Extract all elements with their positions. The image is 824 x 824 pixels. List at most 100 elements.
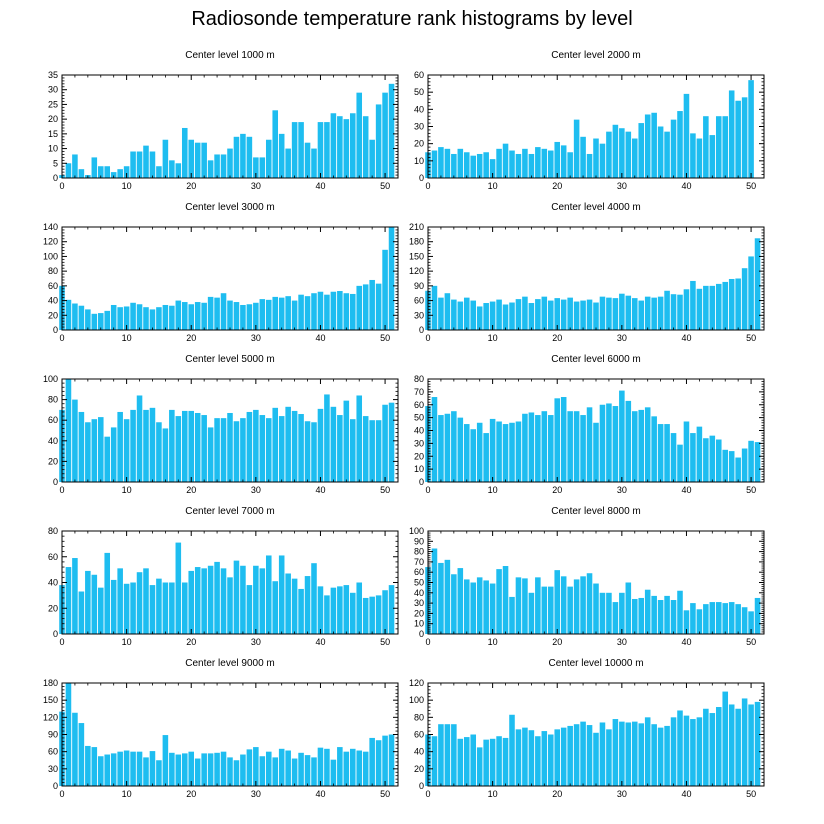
bar xyxy=(728,278,735,330)
bar xyxy=(330,113,337,178)
bar xyxy=(470,429,477,482)
bar xyxy=(188,410,195,482)
bar xyxy=(240,565,246,634)
bar xyxy=(188,304,195,330)
bar xyxy=(149,585,156,634)
bar xyxy=(638,300,645,330)
bar xyxy=(522,413,528,482)
bar xyxy=(451,411,457,482)
bar xyxy=(278,555,285,634)
bar xyxy=(670,717,677,786)
bar xyxy=(162,735,169,786)
bar xyxy=(136,751,143,786)
bar xyxy=(670,433,677,482)
y-tick-label: 0 xyxy=(419,629,424,639)
bar xyxy=(528,730,535,786)
bar xyxy=(330,759,337,786)
x-tick-label: 50 xyxy=(380,637,390,647)
x-tick-label: 20 xyxy=(186,181,196,191)
panel-5: Center level 5000 m 0 10 20 30 40 50 0 20 40 60 80 1… xyxy=(43,354,399,495)
bar xyxy=(709,285,716,330)
bar xyxy=(65,567,72,634)
y-tick-label: 20 xyxy=(48,114,58,124)
bar xyxy=(657,600,664,634)
bar xyxy=(476,577,483,634)
y-tick-label: 60 xyxy=(414,567,424,577)
bar xyxy=(246,585,253,634)
bar xyxy=(188,570,195,634)
bar xyxy=(703,604,709,634)
panel-title: Center level 5000 m xyxy=(185,354,275,365)
x-tick-label: 0 xyxy=(59,333,64,343)
bar xyxy=(220,154,227,178)
bar xyxy=(207,296,214,330)
y-tick-label: 5 xyxy=(53,158,58,168)
bar xyxy=(343,751,350,786)
bar xyxy=(715,707,722,786)
bar xyxy=(117,411,123,482)
bar xyxy=(362,284,369,330)
y-tick-label: 100 xyxy=(43,251,58,261)
x-tick-label: 40 xyxy=(681,637,691,647)
bar xyxy=(162,428,169,482)
bar xyxy=(606,729,612,786)
bar xyxy=(265,299,272,330)
y-tick-label: 0 xyxy=(419,173,424,183)
bar xyxy=(304,755,311,786)
bar xyxy=(470,155,477,178)
bar xyxy=(431,150,438,178)
y-tick-label: 20 xyxy=(414,139,424,149)
bar xyxy=(85,745,91,786)
y-tick-label: 30 xyxy=(414,310,424,320)
bar xyxy=(535,147,541,178)
y-tick-label: 40 xyxy=(48,296,58,306)
bar xyxy=(657,727,664,786)
bar xyxy=(143,568,149,634)
bar xyxy=(246,136,253,178)
bar xyxy=(444,559,451,634)
bar xyxy=(233,760,240,786)
bar xyxy=(85,570,91,634)
bar xyxy=(586,407,593,482)
bar xyxy=(515,153,522,178)
bar xyxy=(72,558,78,634)
bar xyxy=(619,592,625,634)
bar xyxy=(214,418,220,482)
y-tick-label: 35 xyxy=(48,70,58,80)
bar xyxy=(362,116,369,178)
bar xyxy=(356,92,363,178)
bar xyxy=(349,419,356,482)
bar xyxy=(612,719,619,786)
bar xyxy=(181,582,188,634)
bar xyxy=(240,133,246,178)
bar xyxy=(651,112,657,178)
bar xyxy=(162,139,169,178)
y-tick-label: 140 xyxy=(43,222,58,232)
bar xyxy=(214,561,220,634)
x-tick-label: 50 xyxy=(746,485,756,495)
x-tick-label: 0 xyxy=(425,789,430,799)
bar xyxy=(489,418,496,482)
bar xyxy=(593,302,599,330)
panel-title: Center level 2000 m xyxy=(551,50,641,61)
bar xyxy=(343,293,350,330)
bar xyxy=(304,296,311,330)
panel-4: Center level 4000 m 0 10 20 30 40 50 0 30 60 90 120… xyxy=(409,202,765,343)
x-tick-label: 20 xyxy=(552,485,562,495)
bar xyxy=(670,294,677,330)
y-tick-label: 40 xyxy=(48,436,58,446)
bar xyxy=(143,409,149,482)
bar xyxy=(337,116,343,178)
bar xyxy=(696,426,703,482)
bar xyxy=(214,297,220,330)
x-tick-label: 10 xyxy=(122,789,132,799)
bar xyxy=(728,704,735,786)
bar xyxy=(175,163,182,178)
bar xyxy=(554,729,561,786)
bar xyxy=(291,758,298,786)
bar xyxy=(156,307,162,330)
bar xyxy=(754,238,761,330)
bar xyxy=(547,415,554,482)
bar xyxy=(463,152,470,178)
